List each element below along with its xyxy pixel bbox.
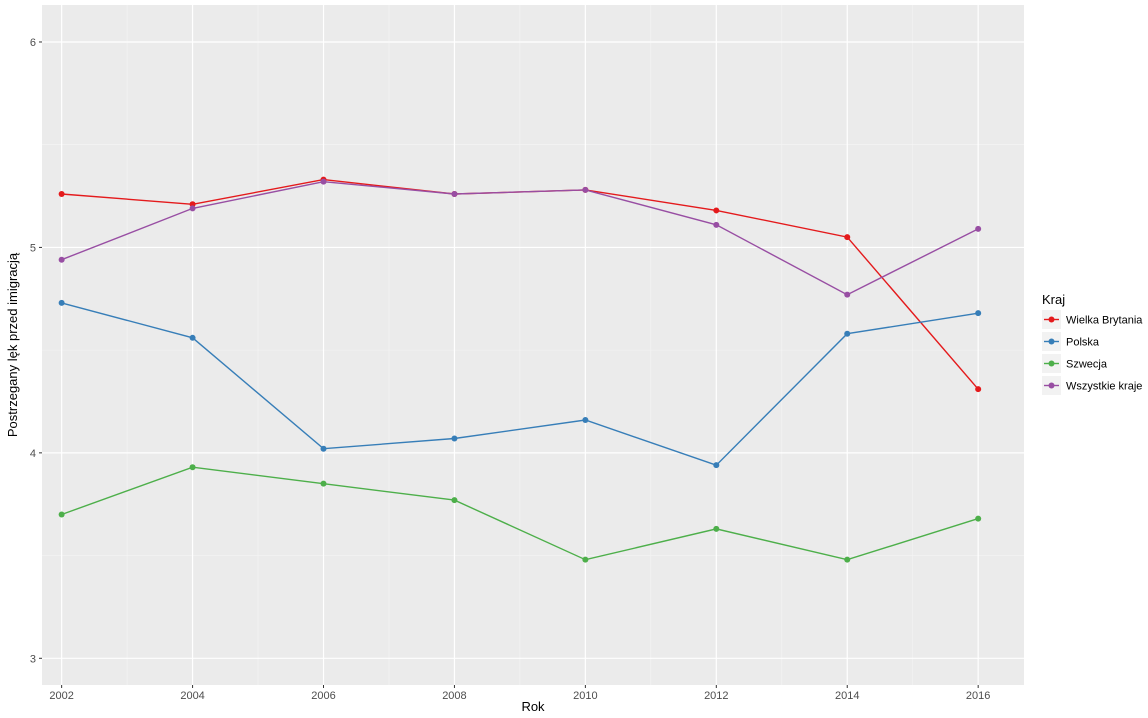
data-point bbox=[844, 330, 851, 337]
x-tick-label: 2010 bbox=[573, 690, 597, 702]
x-axis: 2002 2004 2006 2008 2010 2012 2014 2016 bbox=[49, 685, 990, 702]
x-tick-label: 2002 bbox=[49, 690, 73, 702]
data-point bbox=[713, 207, 720, 214]
legend-key-point bbox=[1048, 316, 1055, 323]
y-tick-label: 3 bbox=[30, 653, 36, 665]
data-point bbox=[189, 201, 196, 208]
grid-minor bbox=[42, 5, 1024, 685]
legend-label: Szwecja bbox=[1066, 359, 1108, 371]
x-tick-label: 2014 bbox=[835, 690, 859, 702]
data-point bbox=[713, 462, 720, 469]
x-tick-label: 2006 bbox=[311, 690, 335, 702]
data-point bbox=[320, 480, 327, 487]
data-point bbox=[451, 191, 458, 198]
legend-label: Polska bbox=[1066, 337, 1100, 349]
data-point bbox=[451, 435, 458, 442]
data-point bbox=[975, 310, 982, 317]
grid-major bbox=[42, 5, 1024, 685]
series-line bbox=[61, 302, 979, 467]
x-tick-label: 2012 bbox=[704, 690, 728, 702]
y-axis-title: Postrzegany lęk przed imigracją bbox=[5, 252, 20, 437]
data-point bbox=[58, 511, 65, 518]
legend-key-point bbox=[1048, 382, 1055, 389]
x-tick-label: 2008 bbox=[442, 690, 466, 702]
legend-key-point bbox=[1048, 360, 1055, 367]
data-point bbox=[582, 186, 589, 193]
data-point bbox=[58, 191, 65, 198]
legend-key-point bbox=[1048, 338, 1055, 345]
legend-label: Wszystkie kraje bbox=[1066, 381, 1142, 393]
data-point bbox=[582, 416, 589, 423]
y-axis: 3 4 5 6 bbox=[30, 37, 42, 665]
data-point bbox=[320, 445, 327, 452]
data-point bbox=[844, 291, 851, 298]
y-tick-label: 4 bbox=[30, 448, 36, 460]
data-point bbox=[320, 178, 327, 185]
series-line bbox=[61, 466, 979, 561]
data-point bbox=[58, 299, 65, 306]
legend-items: Wielka Brytania Polska Szwecja Wszystkie kr… bbox=[1042, 310, 1143, 395]
x-axis-title: Rok bbox=[521, 699, 545, 714]
x-tick-label: 2004 bbox=[180, 690, 204, 702]
data-point bbox=[58, 256, 65, 263]
x-tick-label: 2016 bbox=[966, 690, 990, 702]
data-point bbox=[451, 497, 458, 504]
legend: Kraj Wielka Brytania Polska Szwecja Wszystk… bbox=[1042, 292, 1143, 395]
data-point bbox=[713, 221, 720, 228]
data-point bbox=[975, 515, 982, 522]
legend-label: Wielka Brytania bbox=[1066, 315, 1143, 327]
data-point bbox=[582, 556, 589, 563]
y-tick-label: 5 bbox=[30, 242, 36, 254]
series-layer bbox=[58, 176, 982, 563]
legend-title: Kraj bbox=[1042, 292, 1065, 307]
y-tick-label: 6 bbox=[30, 37, 36, 49]
data-point bbox=[844, 556, 851, 563]
data-point bbox=[189, 464, 196, 471]
series-line bbox=[61, 180, 979, 296]
data-point bbox=[975, 386, 982, 393]
data-point bbox=[844, 234, 851, 241]
data-point bbox=[189, 205, 196, 212]
data-point bbox=[975, 225, 982, 232]
data-point bbox=[713, 525, 720, 532]
data-point bbox=[189, 334, 196, 341]
plot-panel bbox=[42, 5, 1024, 685]
